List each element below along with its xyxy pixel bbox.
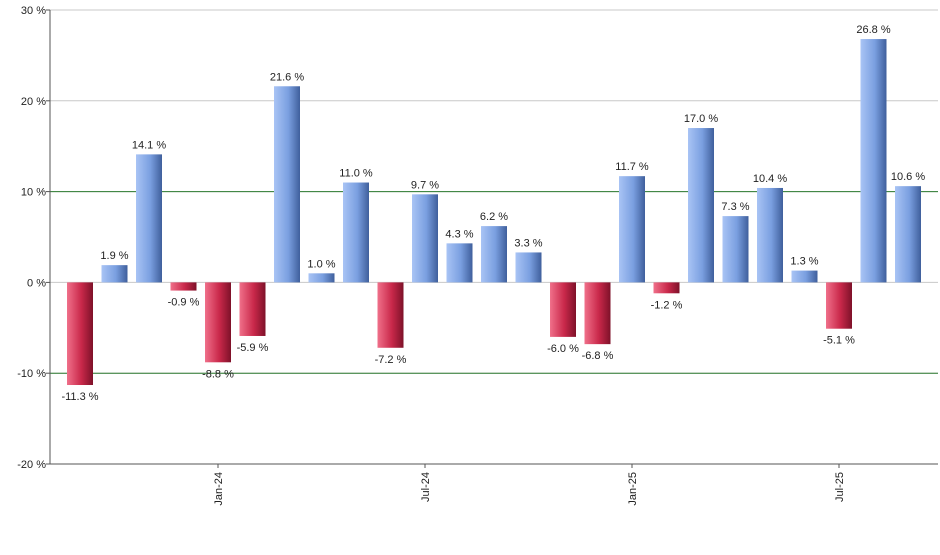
data-label: 6.2 % xyxy=(480,211,508,223)
data-label: 4.3 % xyxy=(445,228,473,240)
data-label: 10.6 % xyxy=(891,171,925,183)
bar xyxy=(826,282,852,329)
bars xyxy=(67,39,921,386)
y-tick-label: -10 % xyxy=(17,368,46,380)
bar xyxy=(860,39,887,283)
bar xyxy=(722,216,749,283)
y-tick-label: 10 % xyxy=(21,187,46,199)
bar xyxy=(136,154,162,283)
bar xyxy=(515,252,542,283)
data-label: -11.3 % xyxy=(61,391,98,403)
y-tick-label: 0 % xyxy=(27,277,46,289)
reference-lines xyxy=(50,191,938,374)
bar xyxy=(308,273,335,283)
bar xyxy=(343,182,369,283)
bar xyxy=(619,176,645,283)
data-label: 10.4 % xyxy=(753,173,787,185)
data-label: 1.9 % xyxy=(100,250,128,262)
data-label: 17.0 % xyxy=(684,113,718,125)
data-label: 11.0 % xyxy=(339,168,373,180)
bar xyxy=(205,282,231,363)
x-tick-label: Jan-25 xyxy=(627,472,639,506)
bar xyxy=(895,186,921,283)
bar xyxy=(274,86,300,283)
bar xyxy=(170,282,197,291)
data-label: -6.8 % xyxy=(582,350,614,362)
data-label: 11.7 % xyxy=(615,161,649,173)
data-label: -0.9 % xyxy=(168,297,200,309)
data-label: -8.8 % xyxy=(202,368,234,380)
bar xyxy=(446,243,473,283)
bar xyxy=(101,265,128,283)
bar xyxy=(67,282,93,386)
data-label: 26.8 % xyxy=(856,24,890,36)
data-label: -5.9 % xyxy=(237,342,269,354)
bar xyxy=(550,282,576,337)
data-labels: -11.3 % 1.9 % 14.1 % -0.9 % -8.8 % -5.9 % 21.6… xyxy=(61,24,925,403)
y-tick-label: -20 % xyxy=(17,459,46,471)
data-label: 9.7 % xyxy=(411,179,439,191)
bar xyxy=(412,194,438,283)
y-tick-label: 20 % xyxy=(21,96,46,108)
data-label: 21.6 % xyxy=(270,71,304,83)
data-label: 3.3 % xyxy=(514,237,542,249)
y-tick-label: 30 % xyxy=(21,5,46,17)
axes: -20 % -10 % 0 % 10 % 20 % 30 % Jan-24 Jul-24 Jan… xyxy=(17,5,938,506)
bar xyxy=(791,270,818,283)
data-label: -1.2 % xyxy=(651,299,683,311)
bar xyxy=(688,128,714,283)
bar xyxy=(481,226,507,283)
x-tick-label: Jul-24 xyxy=(420,472,432,502)
data-label: -5.1 % xyxy=(823,335,855,347)
bar xyxy=(239,282,266,336)
bar xyxy=(757,187,783,283)
bar xyxy=(377,282,404,348)
data-label: -6.0 % xyxy=(547,343,579,355)
bar xyxy=(653,282,680,294)
data-label: -7.2 % xyxy=(375,354,407,366)
data-label: 14.1 % xyxy=(132,139,166,151)
data-label: 1.0 % xyxy=(307,258,335,270)
x-tick-label: Jan-24 xyxy=(213,472,225,506)
data-label: 7.3 % xyxy=(721,201,749,213)
bar xyxy=(584,282,611,345)
data-label: 1.3 % xyxy=(790,256,818,268)
x-tick-label: Jul-25 xyxy=(834,472,846,502)
